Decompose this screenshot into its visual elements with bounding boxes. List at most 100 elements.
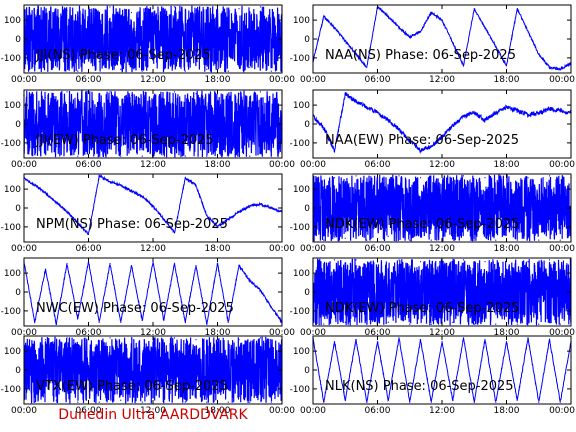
data-point [419, 177, 422, 179]
data-point [333, 149, 336, 152]
data-point [206, 68, 208, 70]
data-point [430, 323, 432, 325]
data-point [130, 11, 133, 14]
data-point [323, 127, 325, 129]
data-point [120, 184, 122, 186]
data-point [366, 66, 368, 68]
data-point [227, 155, 229, 157]
panel-title: NLK(NS) Phase: 06-Sep-2025 [325, 379, 514, 394]
x-tick-label: 00:00 [11, 75, 37, 85]
data-point [227, 401, 229, 403]
data-point [484, 27, 486, 29]
data-point [34, 321, 36, 323]
x-tick-label: 00:00 [549, 406, 575, 416]
y-tick-label: 0 [15, 366, 21, 376]
data-point [206, 155, 208, 157]
y-tick-label: 0 [304, 288, 310, 298]
data-point [98, 175, 100, 177]
panels-grid: 100 0 -100 00:00 06:00 12:00 18:00 00:00 JJI(NS)… [1, 4, 575, 416]
x-tick-label: 12:00 [429, 160, 455, 170]
panel-nwc-ew: 100 0 -100 00:00 06:00 12:00 18:00 00:00 NWC(EW)… [1, 257, 295, 338]
data-point [527, 30, 529, 33]
x-tick-label: 12:00 [429, 75, 455, 85]
data-point [387, 119, 389, 121]
data-point [538, 53, 540, 55]
data-point [430, 401, 432, 403]
data-point [548, 108, 551, 110]
data-point [206, 323, 208, 325]
y-tick-label: 100 [4, 16, 21, 26]
data-point [355, 53, 357, 55]
x-tick-label: 00:00 [300, 328, 326, 338]
data-point [195, 10, 197, 12]
data-point [120, 399, 122, 401]
data-point [77, 155, 79, 157]
data-point [548, 175, 551, 177]
data-point [66, 211, 68, 213]
data-point [34, 401, 36, 403]
data-point [259, 337, 262, 339]
data-point [120, 155, 122, 157]
data-point [87, 100, 90, 102]
data-point [344, 40, 346, 42]
data-point [527, 261, 529, 263]
data-point [366, 239, 368, 241]
x-tick-label: 18:00 [494, 406, 520, 416]
x-tick-label: 12:00 [429, 406, 455, 416]
data-point [473, 401, 475, 403]
data-point [238, 93, 240, 95]
data-point [109, 6, 111, 8]
data-point [495, 323, 497, 325]
data-point [227, 218, 229, 220]
data-point [44, 192, 47, 194]
data-point [173, 231, 176, 234]
y-tick-label: -100 [1, 307, 22, 317]
data-point [355, 100, 357, 102]
data-point [559, 68, 561, 70]
panel-title: JJI(EW) Phase: 06-Sep-2025 [35, 133, 214, 148]
x-tick-label: 06:00 [365, 406, 391, 416]
data-point [441, 19, 443, 21]
x-tick-label: 18:00 [205, 160, 231, 170]
data-point [430, 146, 432, 148]
data-point [323, 239, 325, 241]
data-point [109, 180, 111, 183]
x-tick-label: 00:00 [269, 406, 295, 416]
data-point [452, 125, 454, 127]
data-point [195, 339, 197, 341]
data-point [387, 321, 389, 323]
phase-series-line [313, 92, 571, 155]
data-point [87, 233, 90, 236]
data-point [55, 201, 57, 203]
data-point [505, 64, 508, 67]
phase-series-line [24, 336, 282, 404]
data-point [98, 61, 100, 63]
data-point [387, 235, 389, 237]
data-point [473, 239, 475, 241]
data-point [344, 93, 346, 95]
data-point [270, 70, 272, 72]
data-point [355, 175, 357, 177]
y-tick-label: -100 [290, 139, 311, 149]
x-tick-label: 06:00 [76, 406, 102, 416]
data-point [559, 239, 561, 241]
y-tick-label: 100 [4, 185, 21, 195]
data-point [130, 190, 133, 192]
data-point [216, 263, 219, 265]
data-point [409, 401, 411, 403]
y-tick-label: 100 [293, 185, 310, 195]
y-tick-label: 0 [304, 204, 310, 214]
data-point [366, 106, 368, 108]
data-point [227, 321, 229, 323]
data-point [249, 401, 251, 403]
data-point [484, 339, 486, 341]
y-tick-label: -100 [1, 139, 22, 149]
panel-ndk-ew: 100 0 -100 00:00 06:00 12:00 18:00 00:00 NDK(EW)… [290, 257, 575, 338]
data-point [66, 10, 68, 12]
data-point [516, 399, 518, 401]
data-point [216, 226, 219, 228]
data-point [441, 136, 443, 138]
y-tick-label: 0 [304, 35, 310, 45]
data-point [419, 261, 422, 263]
